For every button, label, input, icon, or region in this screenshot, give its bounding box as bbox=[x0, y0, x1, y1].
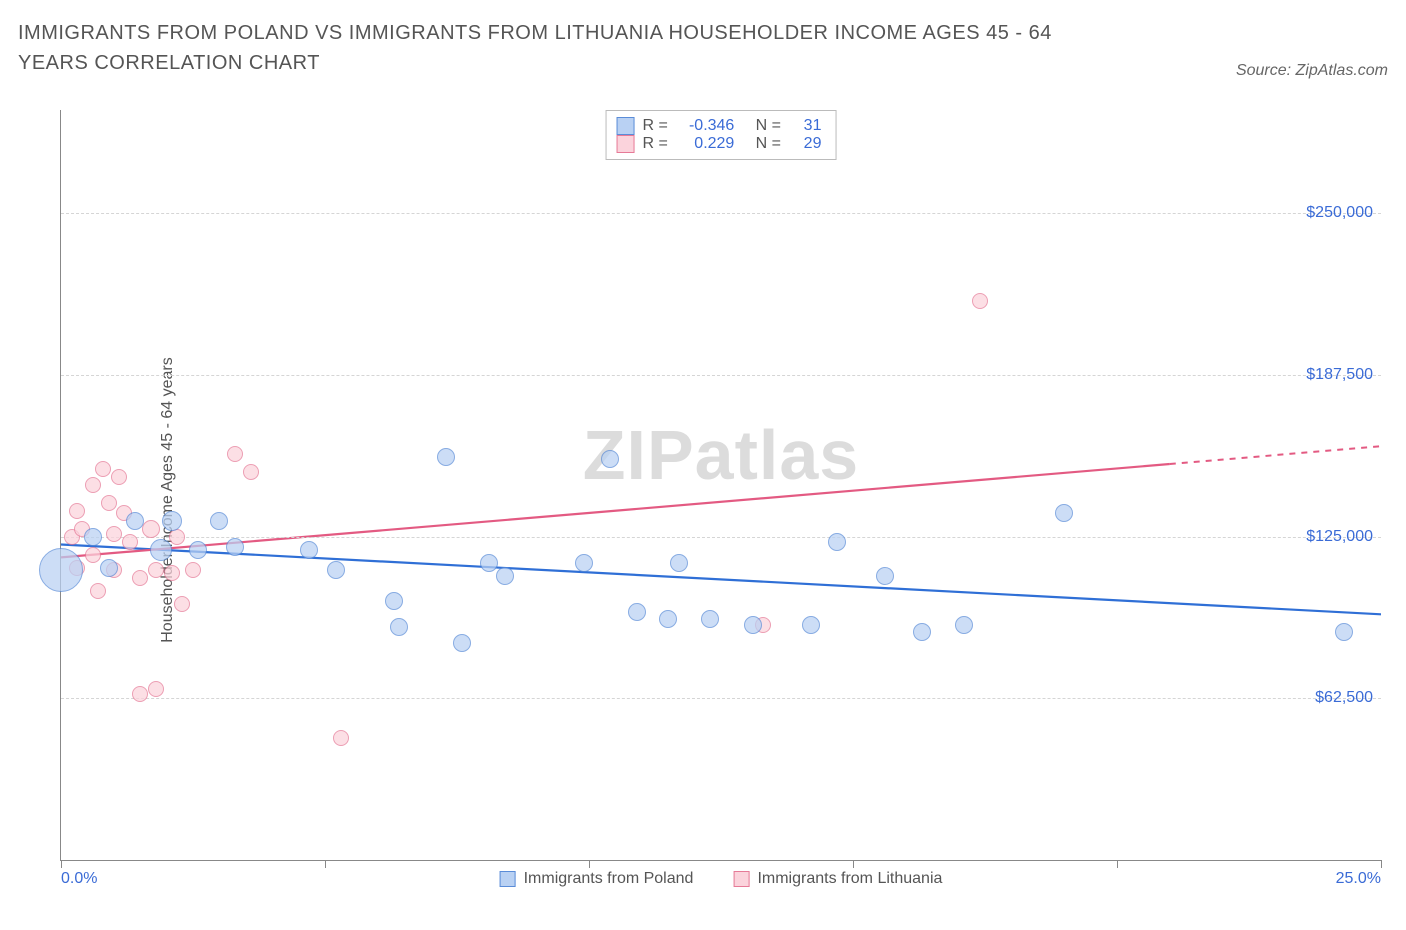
stats-legend-box: R = -0.346 N = 31R = 0.229 N = 29 bbox=[606, 110, 837, 160]
data-point bbox=[189, 541, 207, 559]
data-point bbox=[496, 567, 514, 585]
data-point bbox=[744, 616, 762, 634]
data-point bbox=[480, 554, 498, 572]
source-attribution: Source: ZipAtlas.com bbox=[1236, 62, 1388, 80]
stats-r-label: R = bbox=[643, 117, 673, 135]
stats-row: R = 0.229 N = 29 bbox=[617, 135, 822, 153]
x-tick bbox=[853, 860, 854, 868]
data-point bbox=[333, 730, 349, 746]
stats-n-value: 29 bbox=[793, 135, 821, 153]
data-point bbox=[100, 559, 118, 577]
data-point bbox=[111, 469, 127, 485]
data-point bbox=[701, 610, 719, 628]
data-point bbox=[148, 681, 164, 697]
data-point bbox=[828, 533, 846, 551]
legend-swatch bbox=[617, 135, 635, 153]
stats-n-label: N = bbox=[742, 135, 785, 153]
data-point bbox=[164, 565, 180, 581]
bottom-legend: Immigrants from Poland Immigrants from Li… bbox=[500, 870, 943, 888]
data-point bbox=[327, 561, 345, 579]
gridline-h bbox=[61, 375, 1381, 376]
gridline-h bbox=[61, 537, 1381, 538]
legend-swatch bbox=[733, 871, 749, 887]
data-point bbox=[148, 562, 164, 578]
y-tick-label: $187,500 bbox=[1306, 366, 1373, 384]
legend-item: Immigrants from Poland bbox=[500, 870, 694, 888]
data-point bbox=[132, 686, 148, 702]
data-point bbox=[628, 603, 646, 621]
data-point bbox=[132, 570, 148, 586]
x-axis-min-label: 0.0% bbox=[61, 870, 97, 888]
x-tick bbox=[589, 860, 590, 868]
legend-label: Immigrants from Poland bbox=[524, 870, 694, 888]
chart-title: IMMIGRANTS FROM POLAND VS IMMIGRANTS FRO… bbox=[18, 18, 1118, 78]
data-point bbox=[243, 464, 259, 480]
trend-line bbox=[61, 544, 1381, 614]
data-point bbox=[876, 567, 894, 585]
data-point bbox=[185, 562, 201, 578]
stats-row: R = -0.346 N = 31 bbox=[617, 117, 822, 135]
trend-line-extrapolated bbox=[1170, 446, 1381, 464]
data-point bbox=[955, 616, 973, 634]
legend-label: Immigrants from Lithuania bbox=[757, 870, 942, 888]
data-point bbox=[101, 495, 117, 511]
watermark: ZIPatlas bbox=[583, 415, 859, 495]
stats-r-value: -0.346 bbox=[680, 117, 734, 135]
data-point bbox=[174, 596, 190, 612]
legend-swatch bbox=[617, 117, 635, 135]
data-point bbox=[142, 520, 160, 538]
stats-r-label: R = bbox=[643, 135, 673, 153]
stats-n-value: 31 bbox=[793, 117, 821, 135]
data-point bbox=[972, 293, 988, 309]
data-point bbox=[390, 618, 408, 636]
data-point bbox=[385, 592, 403, 610]
data-point bbox=[659, 610, 677, 628]
data-point bbox=[85, 547, 101, 563]
data-point bbox=[95, 461, 111, 477]
y-tick-label: $125,000 bbox=[1306, 528, 1373, 546]
legend-swatch bbox=[500, 871, 516, 887]
data-point bbox=[226, 538, 244, 556]
data-point bbox=[802, 616, 820, 634]
stats-r-value: 0.229 bbox=[680, 135, 734, 153]
y-tick-label: $250,000 bbox=[1306, 204, 1373, 222]
data-point bbox=[437, 448, 455, 466]
data-point bbox=[601, 450, 619, 468]
data-point bbox=[575, 554, 593, 572]
x-tick bbox=[1381, 860, 1382, 868]
legend-item: Immigrants from Lithuania bbox=[733, 870, 942, 888]
data-point bbox=[122, 534, 138, 550]
data-point bbox=[670, 554, 688, 572]
data-point bbox=[300, 541, 318, 559]
y-tick-label: $62,500 bbox=[1315, 689, 1373, 707]
plot-container: Householder Income Ages 45 - 64 years ZI… bbox=[50, 110, 1390, 890]
data-point bbox=[1335, 623, 1353, 641]
data-point bbox=[39, 548, 83, 592]
data-point bbox=[69, 503, 85, 519]
data-point bbox=[85, 477, 101, 493]
data-point bbox=[150, 539, 172, 561]
data-point bbox=[210, 512, 228, 530]
data-point bbox=[90, 583, 106, 599]
gridline-h bbox=[61, 213, 1381, 214]
data-point bbox=[453, 634, 471, 652]
plot-area: ZIPatlas R = -0.346 N = 31R = 0.229 N = … bbox=[60, 110, 1381, 861]
trend-lines-layer bbox=[61, 110, 1381, 860]
data-point bbox=[162, 511, 182, 531]
x-tick bbox=[1117, 860, 1118, 868]
x-tick bbox=[61, 860, 62, 868]
data-point bbox=[913, 623, 931, 641]
stats-n-label: N = bbox=[742, 117, 785, 135]
x-axis-max-label: 25.0% bbox=[1336, 870, 1381, 888]
data-point bbox=[106, 526, 122, 542]
x-tick bbox=[325, 860, 326, 868]
gridline-h bbox=[61, 698, 1381, 699]
data-point bbox=[126, 512, 144, 530]
data-point bbox=[227, 446, 243, 462]
data-point bbox=[84, 528, 102, 546]
data-point bbox=[1055, 504, 1073, 522]
